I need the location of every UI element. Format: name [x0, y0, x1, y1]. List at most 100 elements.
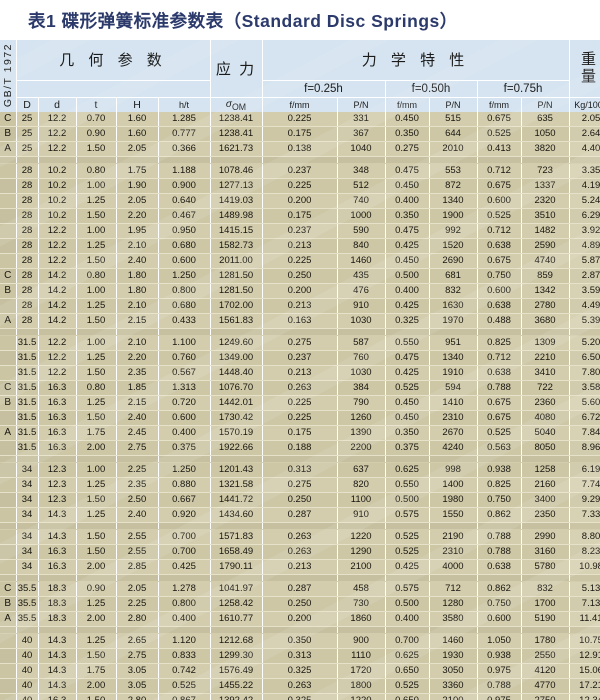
table-row: 31.5 16.3 2.00 2.75 0.375 1922.66 0.188 2200 0.3… [0, 440, 600, 456]
dim-H: 2.85 [116, 559, 159, 575]
table-body: C 25 12.2 0.70 1.60 1.285 1238.41 0.225 331 0.450… [0, 112, 600, 700]
spacer-cell [158, 455, 211, 463]
spacer-cell [210, 328, 263, 336]
spacer-cell [429, 522, 478, 530]
spacer-cell [262, 574, 338, 582]
ratio-h-t: 0.375 [158, 440, 211, 456]
dim-t: 1.25 [76, 596, 117, 612]
ratio-h-t: 0.680 [158, 238, 211, 254]
weight-kg-1000: 4.40 [569, 141, 600, 157]
dim-d: 14.3 [38, 633, 77, 649]
spacer-cell [0, 574, 17, 582]
p-025h-n: 1290 [337, 544, 386, 560]
spacer-cell [262, 328, 338, 336]
dim-D: 35.5 [16, 581, 39, 597]
spacer-cell [0, 626, 17, 634]
stress-sigma-om: 1076.70 [210, 380, 263, 396]
f-050h-mm: 0.450 [385, 395, 430, 411]
f-075h-mm: 0.750 [477, 492, 522, 508]
spacer-cell [0, 455, 17, 463]
dim-d: 12.2 [38, 253, 77, 269]
dim-d: 10.2 [38, 163, 77, 179]
sigma-subscript: OM [231, 101, 247, 112]
f-050h-mm: 0.425 [385, 238, 430, 254]
dim-d: 14.3 [38, 648, 77, 664]
stress-sigma-om: 1442.01 [210, 395, 263, 411]
ratio-h-t: 0.680 [158, 298, 211, 314]
header-geometry-spacer [16, 80, 211, 98]
spacer-cell [569, 522, 600, 530]
dim-D: 31.5 [16, 395, 39, 411]
class-marker: A [0, 611, 17, 627]
dim-H: 2.40 [116, 253, 159, 269]
table-header: GB/T 1972 几 何 参 数 应 力 力 学 特 性 重 量 f=0.25… [0, 40, 600, 112]
f-075h-mm: 0.675 [477, 178, 522, 194]
dim-H: 1.85 [116, 380, 159, 396]
dim-d: 16.3 [38, 544, 77, 560]
p-050h-n: 832 [429, 283, 478, 299]
spacer-cell [385, 522, 430, 530]
sigma-symbol: σ [225, 98, 232, 110]
ratio-h-t: 0.867 [158, 693, 211, 700]
spacer-cell [521, 455, 570, 463]
dim-t: 2.00 [76, 678, 117, 694]
p-025h-n: 458 [337, 581, 386, 597]
dim-d: 16.3 [38, 395, 77, 411]
p-075h-n: 2750 [521, 693, 570, 700]
spacer-cell [76, 626, 117, 634]
weight-kg-1000: 6.19 [569, 462, 600, 478]
dim-t: 1.50 [76, 410, 117, 426]
dim-H: 2.35 [116, 477, 159, 493]
f-050h-mm: 0.550 [385, 335, 430, 351]
table-row: 40 14.3 1.75 3.05 0.742 1576.49 0.325 1720 0.650… [0, 663, 600, 679]
class-marker [0, 410, 17, 426]
dim-H: 2.05 [116, 141, 159, 157]
dim-D: 34 [16, 544, 39, 560]
stress-sigma-om: 1419.03 [210, 193, 263, 209]
p-075h-n: 1482 [521, 223, 570, 239]
dim-D: 31.5 [16, 335, 39, 351]
column-header-h-over-t: h/t [158, 97, 211, 112]
weight-kg-1000: 8.80 [569, 529, 600, 545]
f-050h-mm: 0.575 [385, 507, 430, 523]
dim-d: 16.3 [38, 425, 77, 441]
dim-D: 28 [16, 223, 39, 239]
dim-t: 1.50 [76, 648, 117, 664]
dim-H: 2.25 [116, 462, 159, 478]
p-025h-n: 760 [337, 350, 386, 366]
dim-d: 12.3 [38, 462, 77, 478]
class-marker [0, 633, 17, 649]
ratio-h-t: 0.900 [158, 178, 211, 194]
spacer-cell [76, 574, 117, 582]
p-050h-n: 2310 [429, 544, 478, 560]
ratio-h-t: 0.467 [158, 208, 211, 224]
dim-D: 34 [16, 492, 39, 508]
f-050h-mm: 0.425 [385, 365, 430, 381]
p-025h-n: 348 [337, 163, 386, 179]
table-row: A 25 12.2 1.50 2.05 0.366 1621.73 0.138 1040 0.27… [0, 141, 600, 157]
dim-D: 34 [16, 529, 39, 545]
column-header-d: d [38, 97, 77, 112]
page-title: 表1 碟形弹簧标准参数表（Standard Disc Springs） [28, 10, 458, 31]
dim-t: 2.00 [76, 559, 117, 575]
table-spacer-row [0, 156, 600, 164]
spacer-cell [76, 522, 117, 530]
p-050h-n: 998 [429, 462, 478, 478]
class-marker [0, 529, 17, 545]
weight-kg-1000: 17.21 [569, 678, 600, 694]
dim-t: 2.00 [76, 611, 117, 627]
p-075h-n: 3160 [521, 544, 570, 560]
ratio-h-t: 0.800 [158, 283, 211, 299]
dim-t: 2.00 [76, 440, 117, 456]
stress-sigma-om: 1448.40 [210, 365, 263, 381]
spacer-cell [0, 156, 17, 164]
p-025h-n: 435 [337, 268, 386, 284]
class-marker: A [0, 313, 17, 329]
p-075h-n: 3510 [521, 208, 570, 224]
p-075h-n: 2360 [521, 395, 570, 411]
f-075h-mm: 0.862 [477, 581, 522, 597]
dim-t: 0.90 [76, 581, 117, 597]
table-row: 28 10.2 1.25 2.05 0.640 1419.03 0.200 740 0.400 1… [0, 193, 600, 209]
class-marker [0, 298, 17, 314]
f-050h-mm: 0.350 [385, 208, 430, 224]
